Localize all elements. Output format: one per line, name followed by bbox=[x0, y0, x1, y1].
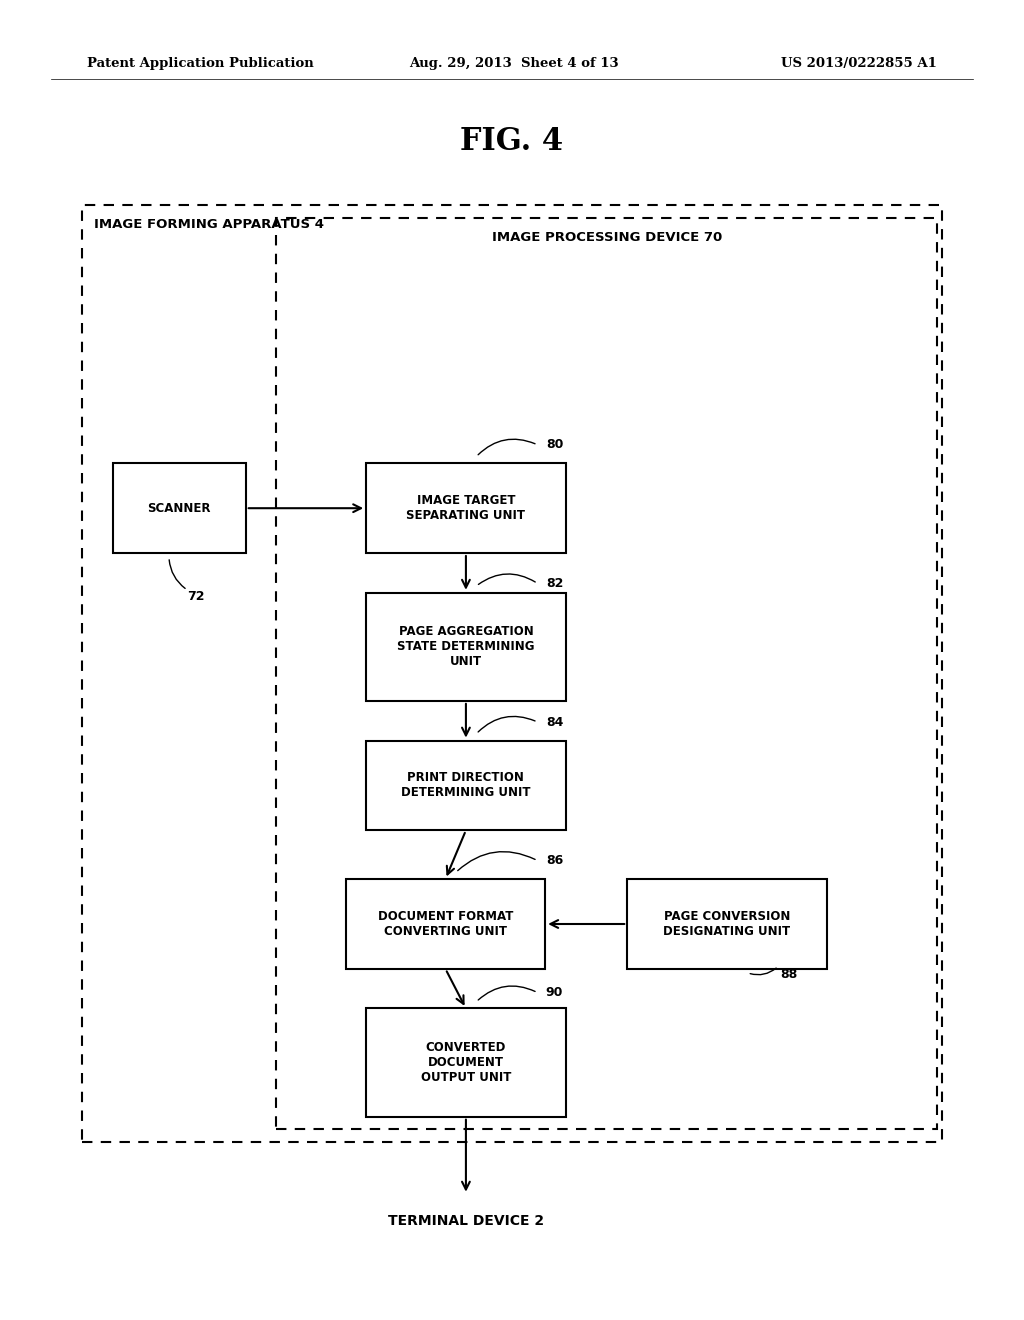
Text: IMAGE FORMING APPARATUS 4: IMAGE FORMING APPARATUS 4 bbox=[94, 218, 325, 231]
Text: DOCUMENT FORMAT
CONVERTING UNIT: DOCUMENT FORMAT CONVERTING UNIT bbox=[378, 909, 513, 939]
Bar bbox=[367, 463, 565, 553]
Text: CONVERTED
DOCUMENT
OUTPUT UNIT: CONVERTED DOCUMENT OUTPUT UNIT bbox=[421, 1041, 511, 1084]
Text: 84: 84 bbox=[546, 715, 563, 729]
Bar bbox=[627, 879, 826, 969]
Text: 88: 88 bbox=[780, 968, 798, 981]
Text: FIG. 4: FIG. 4 bbox=[461, 125, 563, 157]
Bar bbox=[276, 218, 937, 1129]
Bar bbox=[367, 741, 565, 830]
Text: 90: 90 bbox=[546, 986, 563, 999]
Bar bbox=[367, 593, 565, 701]
Text: US 2013/0222855 A1: US 2013/0222855 A1 bbox=[781, 57, 937, 70]
Text: PRINT DIRECTION
DETERMINING UNIT: PRINT DIRECTION DETERMINING UNIT bbox=[401, 771, 530, 800]
Bar bbox=[113, 463, 246, 553]
Bar bbox=[367, 1008, 565, 1117]
Text: 82: 82 bbox=[546, 577, 563, 590]
Text: SCANNER: SCANNER bbox=[147, 502, 211, 515]
Text: 80: 80 bbox=[546, 438, 563, 451]
Text: 86: 86 bbox=[546, 854, 563, 867]
Text: 72: 72 bbox=[187, 590, 205, 603]
Text: TERMINAL DEVICE 2: TERMINAL DEVICE 2 bbox=[388, 1214, 544, 1229]
Text: PAGE CONVERSION
DESIGNATING UNIT: PAGE CONVERSION DESIGNATING UNIT bbox=[664, 909, 791, 939]
Text: Patent Application Publication: Patent Application Publication bbox=[87, 57, 313, 70]
Text: IMAGE PROCESSING DEVICE 70: IMAGE PROCESSING DEVICE 70 bbox=[492, 231, 722, 244]
Bar bbox=[346, 879, 545, 969]
Text: IMAGE TARGET
SEPARATING UNIT: IMAGE TARGET SEPARATING UNIT bbox=[407, 494, 525, 523]
Text: PAGE AGGREGATION
STATE DETERMINING
UNIT: PAGE AGGREGATION STATE DETERMINING UNIT bbox=[397, 626, 535, 668]
Bar bbox=[82, 205, 942, 1142]
Text: Aug. 29, 2013  Sheet 4 of 13: Aug. 29, 2013 Sheet 4 of 13 bbox=[410, 57, 620, 70]
